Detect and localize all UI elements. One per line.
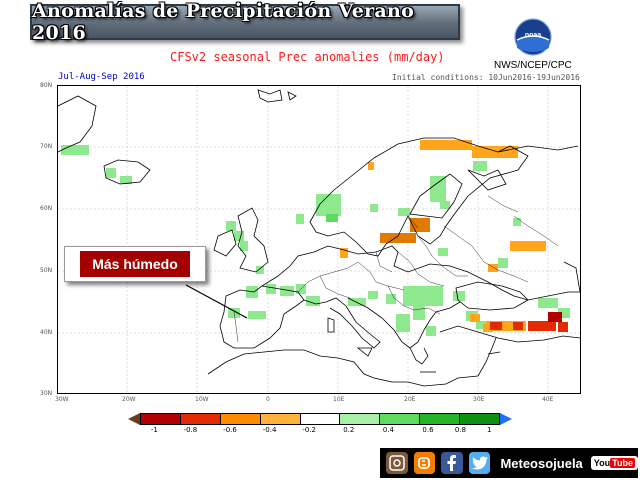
lat-label-80n: 80N [40,82,53,89]
lon-label-30e: 30E [473,396,485,403]
legend-cell [140,413,181,425]
legend-cell [180,413,221,425]
chart-subtitle: CFSv2 seasonal Prec anomalies (mm/day) [170,50,445,64]
wetter-callout: Más húmedo [64,246,206,282]
blogger-icon[interactable] [413,452,436,474]
lon-label-0: 0 [266,396,270,403]
legend-tick: 0.8 [454,426,466,434]
youtube-icon[interactable]: You Tube [590,456,638,470]
footer-brand: Meteosojuela [500,455,583,471]
title-banner: Anomalías de Precipitación Verano 2016 [30,0,460,44]
europe-map [57,85,581,394]
legend-cell [260,413,301,425]
legend-ticks: -1 -0.8 -0.6 -0.4 -0.2 0.2 0.4 0.6 0.8 1 [140,426,500,436]
legend-arrow-right [500,413,512,425]
legend-tick: -0.4 [262,426,277,434]
lon-label-40e: 40E [542,396,554,403]
legend-tick: 0.6 [422,426,434,434]
legend-tick: -0.8 [183,426,198,434]
legend-cell [300,413,341,425]
graticule [58,86,580,393]
twitter-icon[interactable] [468,452,491,474]
legend-bar [140,413,501,425]
lat-label-70n: 70N [40,143,53,150]
legend-tick: -0.2 [302,426,317,434]
legend-cell [460,413,501,425]
lat-label-30n: 30N [40,390,53,397]
noaa-logo-icon: noaa [514,18,552,56]
instagram-icon[interactable] [386,452,408,474]
lon-label-10e: 10E [333,396,345,403]
legend-cell [220,413,261,425]
color-legend: -1 -0.8 -0.6 -0.4 -0.2 0.2 0.4 0.6 0.8 1 [128,413,512,436]
legend-tick: -0.6 [223,426,237,434]
lat-label-50n: 50N [40,267,53,274]
map-canvas [58,86,580,393]
legend-cell [340,413,381,425]
facebook-icon[interactable] [441,452,463,474]
period-label: Jul-Aug-Sep 2016 [58,72,145,82]
legend-cell [380,413,421,425]
country-borders [233,195,559,343]
source-label: NWS/NCEP/CPC [494,60,572,71]
initial-conditions-label: Initial conditions: 10Jun2016-19Jun2016 [392,73,580,82]
coastlines [58,89,580,387]
legend-tick: 1 [486,426,492,434]
legend-tick: 0.2 [343,426,355,434]
wetter-callout-label: Más húmedo [80,251,190,277]
youtube-tube: Tube [610,458,635,468]
legend-tick: -1 [150,426,158,434]
lon-label-30w: 30W [55,396,69,403]
lon-label-10w: 10W [195,396,209,403]
lon-label-20w: 20W [122,396,136,403]
noaa-logo-text: noaa [525,32,541,39]
lat-label-40n: 40N [40,329,53,336]
social-footer: Meteosojuela You Tube [380,448,638,478]
lat-label-60n: 60N [40,205,53,212]
lon-label-20e: 20E [404,396,416,403]
anomaly-cells [61,140,570,336]
legend-arrow-left [128,413,140,425]
legend-tick: 0.4 [382,426,394,434]
page-title: Anomalías de Precipitación Verano 2016 [32,0,415,44]
youtube-you: You [593,458,611,468]
legend-cell [420,413,461,425]
